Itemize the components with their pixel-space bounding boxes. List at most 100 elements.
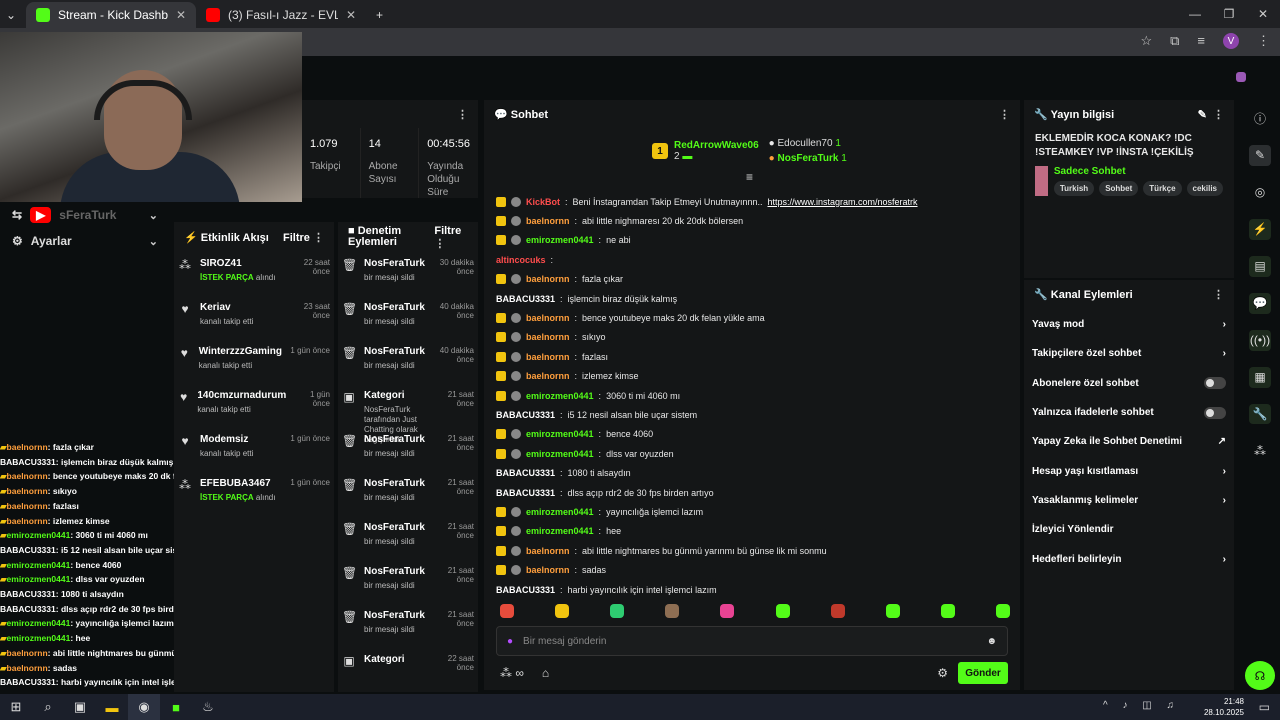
toggle-switch[interactable] [1204,406,1226,419]
sidebar-item-settings[interactable]: ⚙ Ayarlar ⌄ [12,234,158,248]
moderation-icon[interactable]: ▤ [1249,255,1271,277]
chevron-right-icon: › [1222,494,1226,506]
chat-username[interactable]: KickBot [526,196,561,207]
more-icon[interactable]: ⋮ [1213,288,1224,301]
send-button[interactable]: Gönder [958,662,1008,684]
system-clock[interactable]: 21:48 28.10.2025 [1203,697,1244,717]
chat-username[interactable]: emirozmen0441 [526,526,594,537]
tab-search-button[interactable]: ⌄ [6,8,17,22]
channel-action-item[interactable]: İzleyici Yönlendir [1032,524,1114,536]
apps-icon[interactable]: ⁂ [1254,443,1266,458]
emote-icon[interactable] [555,604,570,618]
close-icon[interactable]: ✕ [175,8,186,22]
media-icon[interactable]: ≡ [1197,33,1205,48]
toggle-switch[interactable] [1204,377,1226,390]
chat-username[interactable]: baelnornn [526,565,570,576]
minimize-icon[interactable]: — [1189,7,1201,21]
chat-username[interactable]: emirozmen0441 [526,429,594,440]
chat-username[interactable]: baelnornn [526,274,570,285]
chat-username[interactable]: BABACU3331 [496,468,556,479]
extensions-icon[interactable]: ⧉ [1170,33,1180,48]
task-view-icon[interactable]: ▣ [73,699,87,714]
file-explorer-icon[interactable]: ▬ [105,699,119,715]
store-icon[interactable]: ⌂ [541,666,550,680]
more-icon[interactable]: ⋮ [457,108,468,121]
chat-username[interactable]: BABACU3331 [496,487,556,498]
chat-username[interactable]: altincocuks [496,254,546,265]
channel-action-item[interactable]: Yavaş mod › [1032,319,1226,331]
tab-kick-dashboard[interactable]: Stream - Kick Dashboard ✕ [26,2,196,28]
emote-icon[interactable] [830,604,845,618]
emoji-icon[interactable]: ☻ [986,635,997,647]
chat-link[interactable]: https://www.instagram.com/nosferatrk [767,196,918,207]
chat-username[interactable]: BABACU3331 [496,584,556,595]
tools-icon[interactable]: 🔧 [1249,403,1271,425]
chat-username[interactable]: baelnornn [526,216,570,227]
chat-username[interactable]: baelnornn [526,371,570,382]
more-icon[interactable]: ⋮ [1213,108,1224,121]
emote-icon[interactable] [720,604,735,618]
more-icon[interactable]: ⋮ [313,231,324,244]
steam-icon[interactable]: ♨ [202,699,214,714]
chat-username[interactable]: emirozmen0441 [526,448,594,459]
points-icon[interactable]: ⁂ [500,666,512,680]
chat-username[interactable]: emirozmen0441 [526,235,594,246]
chat-username[interactable]: emirozmen0441 [526,506,594,517]
channel-action-item[interactable]: Abonelere özel sohbet [1024,369,1234,398]
emote-icon[interactable] [995,604,1010,618]
tab-youtube[interactable]: (3) Fasıl-ı Jazz - EVLERİNİN ✕ [196,2,366,28]
edit-icon[interactable]: ✎ [1197,108,1207,121]
search-icon[interactable]: ⌕ [44,699,52,714]
scroll-down-icon[interactable]: ≡ [746,170,754,184]
close-icon[interactable]: ✕ [345,8,356,22]
channel-action-item[interactable]: Yasaklanmış kelimeler › [1032,494,1226,506]
emote-icon[interactable] [885,604,900,618]
user-avatar-icon[interactable] [1236,72,1246,82]
chat-username[interactable]: baelnornn [526,313,570,324]
star-icon[interactable]: ☆ [1140,33,1153,48]
sidebar-item-youtube[interactable]: ⇆ ▶ sFeraTurk ⌄ [12,207,158,223]
broadcast-icon[interactable]: ((•)) [1249,329,1271,351]
kick-app-icon[interactable]: ■ [172,699,180,715]
chat-icon[interactable]: 💬 [1249,292,1271,314]
emote-icon[interactable] [500,604,514,618]
profile-avatar[interactable]: V [1223,33,1239,49]
channel-action-item[interactable]: Hesap yaşı kısıtlaması › [1032,465,1226,477]
emote-icon[interactable] [665,604,680,618]
chat-username[interactable]: baelnornn [526,545,570,556]
chat-input[interactable]: ● Bir mesaj gönderin ☻ [496,626,1008,656]
maximize-icon[interactable]: ❐ [1223,7,1235,21]
close-window-icon[interactable]: ✕ [1257,7,1269,21]
chat-username[interactable]: emirozmen0441 [526,390,594,401]
chat-username[interactable]: BABACU3331 [496,409,556,420]
notification-icon[interactable]: ▭ [1258,700,1270,714]
chat-username[interactable]: baelnornn [526,351,570,362]
category-name[interactable]: Sadece Sohbet [1053,166,1126,177]
filter-button[interactable]: Filtre [434,224,462,237]
new-tab-button[interactable]: + [376,8,384,22]
channel-action-item[interactable]: Yalnızca ifadelerle sohbet [1024,398,1234,427]
emote-icon[interactable] [775,604,790,618]
filter-button[interactable]: Filtre [283,231,310,244]
more-icon[interactable]: ⋮ [999,108,1010,121]
mic-icon[interactable]: ● [507,635,514,647]
support-button[interactable]: ☊ [1245,661,1275,690]
more-icon[interactable]: ⋮ [434,237,446,250]
info-icon[interactable]: ⓘ [1253,111,1266,126]
emote-icon[interactable] [610,604,625,618]
channel-action-item[interactable]: Takipçilere özel sohbet › [1032,348,1226,360]
channel-action-item[interactable]: Hedefleri belirleyin › [1032,553,1226,565]
chat-username[interactable]: baelnornn [526,332,570,343]
bolt-icon[interactable]: ⚡ [1249,218,1271,240]
emote-icon[interactable] [940,604,955,618]
windows-start-icon[interactable]: ⊞ [10,699,22,714]
menu-icon[interactable]: ⋮ [1257,33,1270,48]
chrome-icon[interactable]: ◉ [128,694,160,720]
tray-icons[interactable]: ^ ♪ ◫ ♫ [1103,700,1180,711]
gear-icon[interactable]: ⚙ [937,666,948,680]
layout-icon[interactable]: ▦ [1249,366,1271,388]
edit-icon[interactable]: ✎ [1249,144,1271,166]
chat-username[interactable]: BABACU3331 [496,293,556,304]
target-icon[interactable]: ◎ [1254,185,1266,200]
channel-action-item[interactable]: Yapay Zeka ile Sohbet Denetimi ↗ [1032,436,1226,448]
